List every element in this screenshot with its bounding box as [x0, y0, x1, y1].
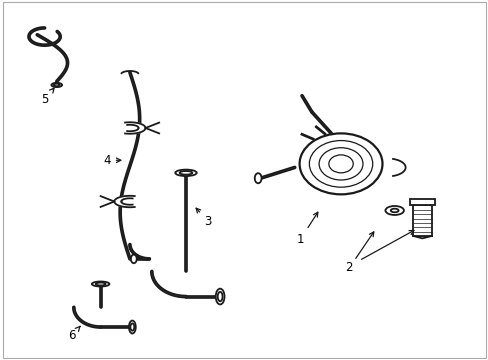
Polygon shape	[125, 122, 145, 134]
Ellipse shape	[51, 83, 62, 87]
Text: 6: 6	[67, 326, 80, 342]
Ellipse shape	[175, 170, 196, 176]
Text: 1: 1	[296, 212, 317, 246]
Text: 4: 4	[103, 154, 121, 167]
Polygon shape	[114, 196, 135, 207]
Ellipse shape	[179, 171, 192, 175]
Ellipse shape	[96, 283, 105, 285]
Circle shape	[299, 134, 382, 194]
Ellipse shape	[215, 289, 224, 305]
FancyBboxPatch shape	[409, 199, 434, 206]
Ellipse shape	[131, 255, 137, 263]
Ellipse shape	[129, 320, 136, 333]
Ellipse shape	[217, 292, 222, 301]
Text: 3: 3	[196, 208, 211, 228]
Ellipse shape	[390, 209, 398, 212]
FancyBboxPatch shape	[412, 206, 431, 236]
Ellipse shape	[92, 282, 109, 287]
Ellipse shape	[54, 84, 60, 86]
Text: 2: 2	[345, 261, 352, 274]
Text: 5: 5	[41, 88, 54, 106]
Ellipse shape	[254, 173, 261, 183]
Ellipse shape	[385, 206, 403, 215]
Ellipse shape	[130, 323, 134, 330]
